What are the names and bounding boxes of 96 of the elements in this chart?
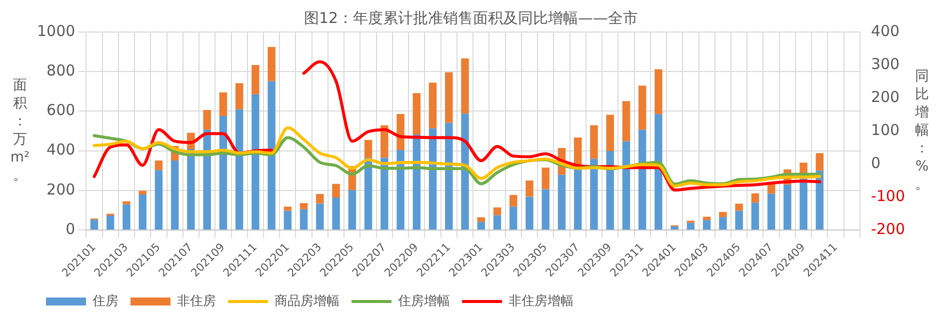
bar (767, 194, 776, 230)
legend-label: 住房增幅 (397, 292, 450, 309)
chart-title: 图12：年度累计批准销售面积及同比增幅——全市 (304, 8, 638, 27)
legend-label: 非住房增幅 (508, 292, 574, 309)
bar (138, 190, 146, 195)
bar (542, 189, 550, 230)
bar (300, 209, 308, 230)
bar (493, 207, 502, 216)
bar (574, 168, 582, 230)
y-tick-label: 800 (46, 61, 76, 80)
bar (526, 180, 534, 197)
bar (654, 114, 662, 230)
bar (187, 149, 195, 230)
bar (170, 160, 179, 230)
bar (412, 93, 421, 135)
bar (300, 203, 308, 210)
bar (445, 72, 453, 123)
bar (526, 196, 534, 230)
y2-tick-label: 400 (870, 22, 900, 40)
bar (622, 141, 630, 230)
bar (316, 204, 324, 230)
bar (816, 153, 824, 171)
bar (590, 125, 598, 159)
bar (332, 184, 340, 198)
bar (800, 178, 808, 230)
bar (622, 101, 630, 142)
y-tick-label: 0 (66, 220, 76, 238)
y2-tick-label: 200 (870, 88, 900, 106)
bar (332, 198, 340, 230)
bar (670, 226, 678, 230)
legend-label: 住房 (92, 292, 118, 309)
bar (122, 201, 130, 204)
bar (686, 222, 695, 230)
bar (396, 150, 404, 230)
legend-label: 非住房 (177, 292, 216, 309)
bar (316, 194, 324, 204)
bar (702, 220, 711, 230)
bar (751, 202, 760, 230)
bar (606, 150, 614, 230)
y2-tick-label: 300 (870, 54, 900, 73)
bar (154, 170, 163, 230)
bar (203, 110, 211, 130)
bar (638, 86, 646, 130)
bar (268, 81, 276, 230)
bar (252, 94, 260, 230)
bar (380, 125, 388, 158)
bar (235, 109, 244, 230)
bar (751, 193, 760, 203)
bar (396, 114, 404, 150)
bar (719, 217, 727, 230)
bar (784, 184, 792, 230)
y2-tick-label: -200 (870, 220, 906, 238)
bar (219, 92, 228, 116)
bar (477, 222, 485, 230)
bar (590, 158, 598, 230)
bar (106, 216, 114, 230)
bar (90, 220, 98, 230)
y-tick-label: 600 (46, 101, 76, 120)
line-series (92, 126, 822, 188)
y2-tick-label: -100 (870, 186, 906, 205)
bar (493, 215, 502, 230)
bar (719, 212, 727, 218)
y-tick-label: 400 (46, 140, 76, 159)
bar (735, 204, 743, 211)
bar (348, 190, 356, 230)
bar (154, 160, 163, 170)
bar (284, 210, 292, 230)
y2-tick-label: 100 (870, 120, 900, 139)
bar (702, 216, 711, 220)
y-axis-title: 面积：万m²。 (10, 78, 30, 184)
bar (252, 65, 260, 94)
bar (654, 69, 662, 114)
y2-axis-title: 同比增幅：%。 (914, 68, 929, 193)
bar (268, 47, 276, 82)
bar (542, 168, 550, 190)
bar (477, 217, 485, 222)
bar (138, 194, 146, 230)
bar (445, 122, 453, 230)
bar (461, 58, 469, 114)
bar (122, 204, 130, 230)
bar (558, 174, 566, 230)
bar (284, 206, 292, 211)
bar (606, 114, 614, 151)
bar (364, 140, 372, 158)
bar (735, 210, 743, 230)
legend-label: 商品房增幅 (274, 292, 340, 309)
bar (638, 130, 646, 230)
y2-tick-label: 0 (870, 154, 881, 172)
y-tick-label: 200 (46, 180, 76, 198)
bar (510, 206, 518, 230)
bar (461, 114, 469, 230)
bar (510, 194, 518, 207)
y-tick-label: 1000 (36, 22, 76, 40)
bar (235, 83, 244, 110)
bar (380, 158, 388, 230)
bar (428, 82, 437, 128)
